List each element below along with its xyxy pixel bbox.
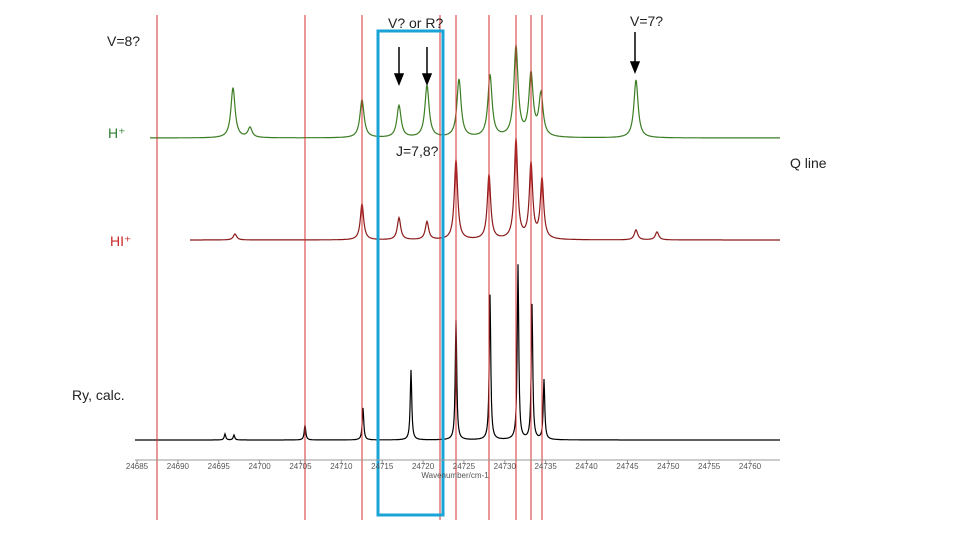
x-tick-label: 24690 (167, 462, 190, 471)
spectrum-trace (135, 264, 780, 441)
x-tick-label: 24730 (494, 462, 517, 471)
arrows (393, 32, 641, 87)
x-tick-label: 24695 (208, 462, 231, 471)
label: HI⁺ (110, 233, 131, 249)
label: H⁺ (108, 125, 126, 141)
reference-lines (156, 15, 543, 520)
x-tick-label: 24725 (453, 462, 476, 471)
x-tick-label: 24705 (289, 462, 312, 471)
highlight-box (376, 29, 445, 517)
x-tick-label: 24750 (657, 462, 680, 471)
label: Ry, calc. (72, 387, 125, 403)
x-tick-label: 24735 (535, 462, 558, 471)
traces (135, 45, 780, 441)
x-ticks: 24685 24690 24695 24700 24705 24710 24715 24720… (126, 460, 762, 471)
x-tick-label: 24700 (248, 462, 271, 471)
x-tick-label: 24740 (575, 462, 598, 471)
x-tick-label: 24710 (330, 462, 353, 471)
spectrum-trace (190, 137, 780, 241)
x-tick-label: 24760 (739, 462, 762, 471)
label: V? or R? (388, 15, 443, 31)
x-axis-title: Wavenumber/cm-1 (421, 471, 489, 480)
x-tick-label: 24745 (616, 462, 639, 471)
label: J=7,8? (396, 143, 439, 159)
x-tick-label: 24755 (698, 462, 721, 471)
x-tick-label: 24720 (412, 462, 435, 471)
label: Q line (790, 155, 827, 171)
label: V=7? (630, 13, 663, 29)
spectrum-trace (150, 45, 780, 139)
x-tick-label: 24715 (371, 462, 394, 471)
x-tick-label: 24685 (126, 462, 149, 471)
label: V=8? (107, 33, 140, 49)
